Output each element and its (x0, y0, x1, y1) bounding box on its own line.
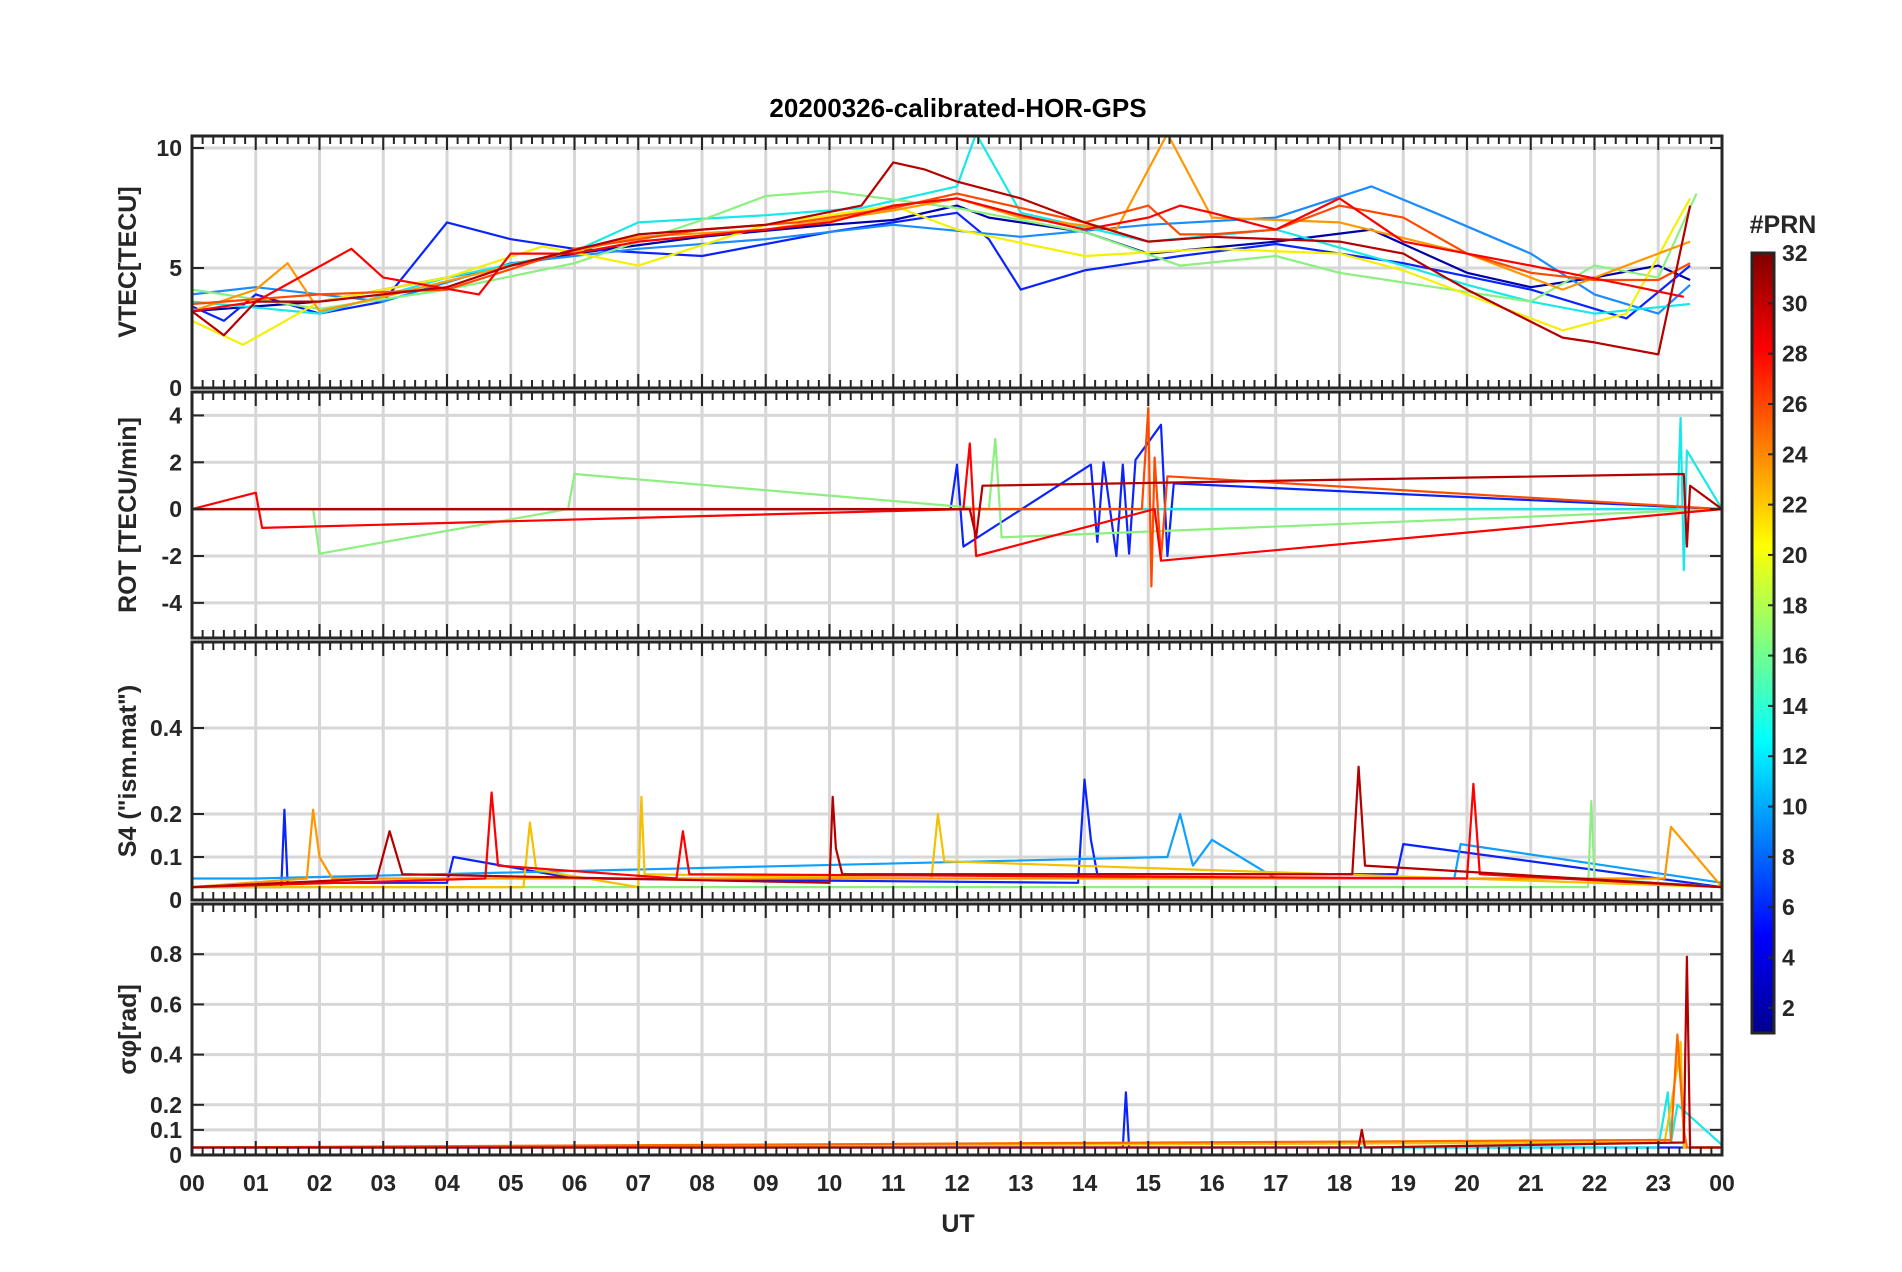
panel-4: 00.10.2 0.4 0.6 0.8 σφ[rad] (114, 902, 1724, 1168)
series-group (192, 765, 1722, 889)
y-tick-label: 0.2 (150, 801, 182, 827)
panel-2: -4 -2 0 2 4 ROT [TECU/min] (114, 390, 1724, 640)
colorbar-tick-label: 10 (1782, 794, 1808, 820)
x-tick-label: 04 (434, 1170, 460, 1196)
x-tick-label: 00 (179, 1170, 205, 1196)
series-group (192, 407, 1722, 588)
colorbar-tick-label: 6 (1782, 894, 1795, 920)
y-tick-label: 5 (169, 255, 182, 281)
axes-frame (190, 390, 1724, 640)
series-line-prn-26 (192, 407, 1722, 588)
axes-frame (190, 134, 1724, 390)
x-tick-label: 19 (1390, 1170, 1416, 1196)
x-tick-label: 13 (1008, 1170, 1034, 1196)
y-tick-label: 10 (156, 135, 182, 161)
colorbar-tick-label: 22 (1782, 492, 1808, 518)
colorbar-tick-label: 12 (1782, 743, 1808, 769)
x-tick-label: 22 (1582, 1170, 1608, 1196)
x-tick-label: 07 (625, 1170, 651, 1196)
x-tick-label: 11 (881, 1170, 906, 1196)
colorbar-tick-label: 18 (1782, 592, 1808, 618)
series-line-prn-24 (192, 808, 1722, 889)
colorbar-tick-label: 2 (1782, 995, 1795, 1021)
colorbar-tick-label: 4 (1782, 945, 1795, 971)
x-tick-label: 01 (243, 1170, 269, 1196)
x-tick-label: 16 (1199, 1170, 1225, 1196)
colorbar-strip (1750, 251, 1776, 1035)
x-tick-label: 10 (817, 1170, 843, 1196)
colorbar-tick-label: 32 (1782, 240, 1808, 266)
y-tick-label: 0.8 (150, 941, 182, 967)
axes-frame (190, 902, 1724, 1157)
x-tick-label: 18 (1327, 1170, 1353, 1196)
series-line-prn-30 (192, 955, 1722, 1149)
x-tick-label: 03 (370, 1170, 396, 1196)
x-tick-labels: 00 01 02 03 04 05 06 07 08 09 10 11 12 13 14 15 16 17 18 19… (179, 1170, 1735, 1196)
y-tick-label: 0.4 (150, 1042, 182, 1068)
y-tick-label: 2 (169, 449, 182, 475)
series-group (192, 136, 1698, 356)
y-axis-label: VTEC[TECU] (114, 186, 142, 337)
panel-1: 0 5 10 VTEC[TECU] (114, 134, 1724, 401)
chart-title: 20200326-calibrated-HOR-GPS (769, 93, 1146, 123)
series-line-prn-13 (192, 416, 1722, 572)
x-tick-label: 20 (1454, 1170, 1480, 1196)
x-tick-label: 12 (944, 1170, 970, 1196)
series-line-prn-30 (192, 161, 1692, 356)
series-line-prn-17 (192, 190, 1698, 310)
y-tick-label: 0.4 (150, 715, 182, 741)
y-tick-label: 4 (169, 402, 182, 428)
colorbar-tick-label: 16 (1782, 643, 1808, 669)
series-line-prn-30 (192, 472, 1722, 548)
series-line-prn-22 (192, 795, 1722, 889)
colorbar-tick-label: 14 (1782, 693, 1808, 719)
y-axis-label: σφ[rad] (114, 984, 142, 1075)
y-tick-label: 0 (169, 1142, 182, 1168)
y-tick-label: -2 (162, 543, 182, 569)
colorbar-tick-label: 20 (1782, 542, 1808, 568)
x-tick-label: 05 (498, 1170, 524, 1196)
panel-3: 0 0.1 0.2 0.4 S4 ("ism.mat") (114, 640, 1724, 913)
x-tick-label: 23 (1645, 1170, 1671, 1196)
series-line-prn-28 (192, 197, 1685, 313)
y-axis-label: S4 ("ism.mat") (114, 685, 142, 857)
x-tick-label: 09 (753, 1170, 779, 1196)
x-tick-label: 02 (307, 1170, 333, 1196)
x-tick-label: 21 (1518, 1170, 1544, 1196)
colorbar-label: #PRN (1750, 211, 1817, 239)
colorbar-tick-label: 24 (1782, 441, 1808, 467)
axes-frame (190, 640, 1724, 902)
x-tick-label: 15 (1135, 1170, 1161, 1196)
y-tick-label: 0 (169, 375, 182, 401)
series-line-prn-9 (192, 185, 1691, 315)
x-tick-label: 06 (562, 1170, 588, 1196)
x-tick-label: 17 (1263, 1170, 1289, 1196)
series-line-prn-30 (192, 765, 1722, 889)
y-tick-label: 0 (169, 496, 182, 522)
series-line-prn-28 (192, 442, 1722, 562)
y-tick-label: 0.2 (150, 1092, 182, 1118)
y-tick-label: 0 (169, 887, 182, 913)
x-axis-label: UT (941, 1210, 974, 1238)
y-tick-label: 0.6 (150, 991, 182, 1017)
colorbar-tick-label: 26 (1782, 391, 1808, 417)
x-tick-label: 00 (1709, 1170, 1735, 1196)
x-tick-label: 08 (689, 1170, 715, 1196)
series-group (192, 955, 1722, 1149)
y-axis-label: ROT [TECU/min] (114, 417, 142, 613)
series-line-prn-28 (192, 782, 1722, 889)
series-line-prn-21 (192, 197, 1692, 346)
x-tick-label: 14 (1072, 1170, 1098, 1196)
y-tick-label: 0.1 (150, 1117, 182, 1143)
series-line-prn-10 (192, 812, 1722, 884)
colorbar-tick-label: 8 (1782, 844, 1795, 870)
y-tick-label: 0.1 (150, 844, 182, 870)
y-tick-label: -4 (162, 590, 183, 616)
series-line-prn-17 (192, 437, 1722, 555)
colorbar-tick-label: 30 (1782, 290, 1808, 316)
colorbar-tick-label: 28 (1782, 341, 1808, 367)
